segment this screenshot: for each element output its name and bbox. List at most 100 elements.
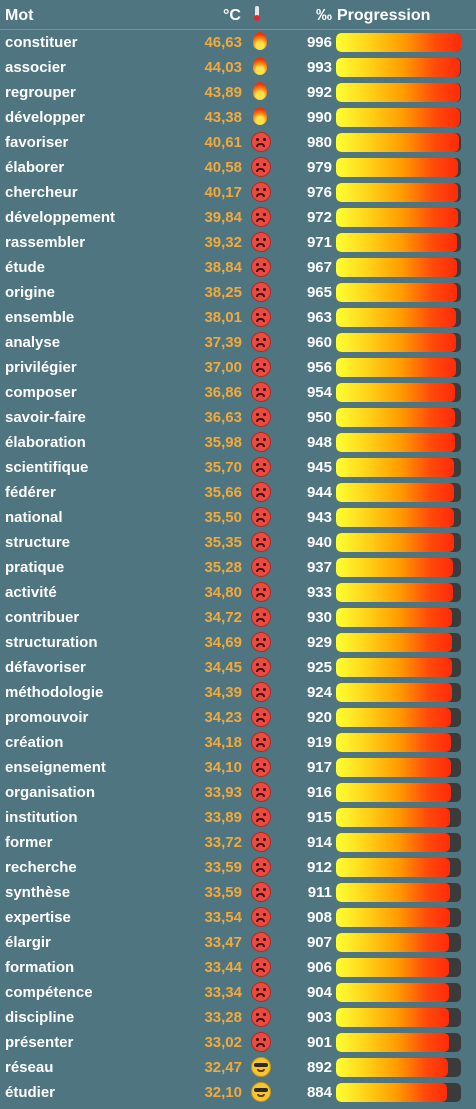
row-temperature: 33,02 <box>204 1034 242 1051</box>
row-score: 892 <box>306 1059 332 1076</box>
table-row: privilégier 37,00 956 <box>0 355 476 380</box>
angry-face-icon <box>251 232 271 252</box>
table-row: activité 34,80 933 <box>0 580 476 605</box>
angry-face-icon <box>251 932 271 952</box>
row-score: 954 <box>306 384 332 401</box>
header-temperature: °C <box>223 7 241 24</box>
table-row: enseignement 34,10 917 <box>0 755 476 780</box>
progress-fill <box>336 583 453 602</box>
row-temperature: 34,69 <box>204 634 242 651</box>
row-score: 990 <box>306 109 332 126</box>
progress-fill <box>336 483 454 502</box>
progress-fill <box>336 683 452 702</box>
table-row: élaboration 35,98 948 <box>0 430 476 455</box>
progress-bar <box>336 733 461 752</box>
angry-face-icon <box>251 782 271 802</box>
progress-fill <box>336 908 450 927</box>
progress-bar <box>336 933 461 952</box>
angry-face-icon <box>251 457 271 477</box>
header-permil: ‰ <box>316 7 332 24</box>
progress-fill <box>336 183 458 202</box>
fire-icon <box>251 107 271 127</box>
row-word: élaborer <box>5 159 65 176</box>
row-word: associer <box>5 59 66 76</box>
table-row: rassembler 39,32 971 <box>0 230 476 255</box>
row-word: développer <box>5 109 86 126</box>
progress-fill <box>336 1033 449 1052</box>
angry-face-icon <box>251 607 271 627</box>
row-temperature: 37,00 <box>204 359 242 376</box>
fire-icon <box>251 82 271 102</box>
row-score: 917 <box>306 759 332 776</box>
progress-bar <box>336 58 461 77</box>
progress-bar <box>336 983 461 1002</box>
row-temperature: 34,80 <box>204 584 242 601</box>
row-score: 993 <box>306 59 332 76</box>
row-score: 929 <box>306 634 332 651</box>
row-temperature: 35,66 <box>204 484 242 501</box>
row-temperature: 33,59 <box>204 859 242 876</box>
row-word: origine <box>5 284 56 301</box>
row-score: 907 <box>306 934 332 951</box>
sunglasses-face-icon <box>251 1057 271 1077</box>
progress-fill <box>336 108 460 127</box>
row-temperature: 38,84 <box>204 259 242 276</box>
row-score: 944 <box>306 484 332 501</box>
progress-fill <box>336 283 457 302</box>
row-score: 903 <box>306 1009 332 1026</box>
row-temperature: 35,35 <box>204 534 242 551</box>
table-row: fédérer 35,66 944 <box>0 480 476 505</box>
row-score: 915 <box>306 809 332 826</box>
row-score: 992 <box>306 84 332 101</box>
progress-fill <box>336 533 454 552</box>
angry-face-icon <box>251 732 271 752</box>
row-temperature: 33,89 <box>204 809 242 826</box>
row-temperature: 34,10 <box>204 759 242 776</box>
progress-fill <box>336 433 455 452</box>
progress-fill <box>336 933 450 952</box>
angry-face-icon <box>251 657 271 677</box>
row-score: 963 <box>306 309 332 326</box>
progress-fill <box>336 33 461 52</box>
row-word: activité <box>5 584 57 601</box>
row-temperature: 37,39 <box>204 334 242 351</box>
table-row: développer 43,38 990 <box>0 105 476 130</box>
row-score: 976 <box>306 184 332 201</box>
row-word: organisation <box>5 784 96 801</box>
row-score: 972 <box>306 209 332 226</box>
angry-face-icon <box>251 332 271 352</box>
angry-face-icon <box>251 582 271 602</box>
angry-face-icon <box>251 757 271 777</box>
row-temperature: 35,98 <box>204 434 242 451</box>
progress-bar <box>336 833 461 852</box>
row-score: 920 <box>306 709 332 726</box>
progress-bar <box>336 758 461 777</box>
row-score: 906 <box>306 959 332 976</box>
row-word: recherche <box>5 859 77 876</box>
progress-bar <box>336 233 461 252</box>
row-word: institution <box>5 809 78 826</box>
row-word: analyse <box>5 334 61 351</box>
progress-bar <box>336 583 461 602</box>
angry-face-icon <box>251 807 271 827</box>
progress-fill <box>336 208 458 227</box>
progress-fill <box>336 608 453 627</box>
row-score: 924 <box>306 684 332 701</box>
progress-bar <box>336 1008 461 1027</box>
progress-bar <box>336 1033 461 1052</box>
progress-fill <box>336 758 451 777</box>
table-row: défavoriser 34,45 925 <box>0 655 476 680</box>
row-word: formation <box>5 959 75 976</box>
row-temperature: 40,61 <box>204 134 242 151</box>
row-score: 943 <box>306 509 332 526</box>
progress-bar <box>336 508 461 527</box>
row-score: 960 <box>306 334 332 351</box>
table-row: expertise 33,54 908 <box>0 905 476 930</box>
row-temperature: 33,93 <box>204 784 242 801</box>
row-word: étudier <box>5 1084 56 1101</box>
progress-fill <box>336 808 451 827</box>
progress-fill <box>336 733 451 752</box>
progress-bar <box>336 808 461 827</box>
table-row: composer 36,86 954 <box>0 380 476 405</box>
progress-fill <box>336 983 449 1002</box>
